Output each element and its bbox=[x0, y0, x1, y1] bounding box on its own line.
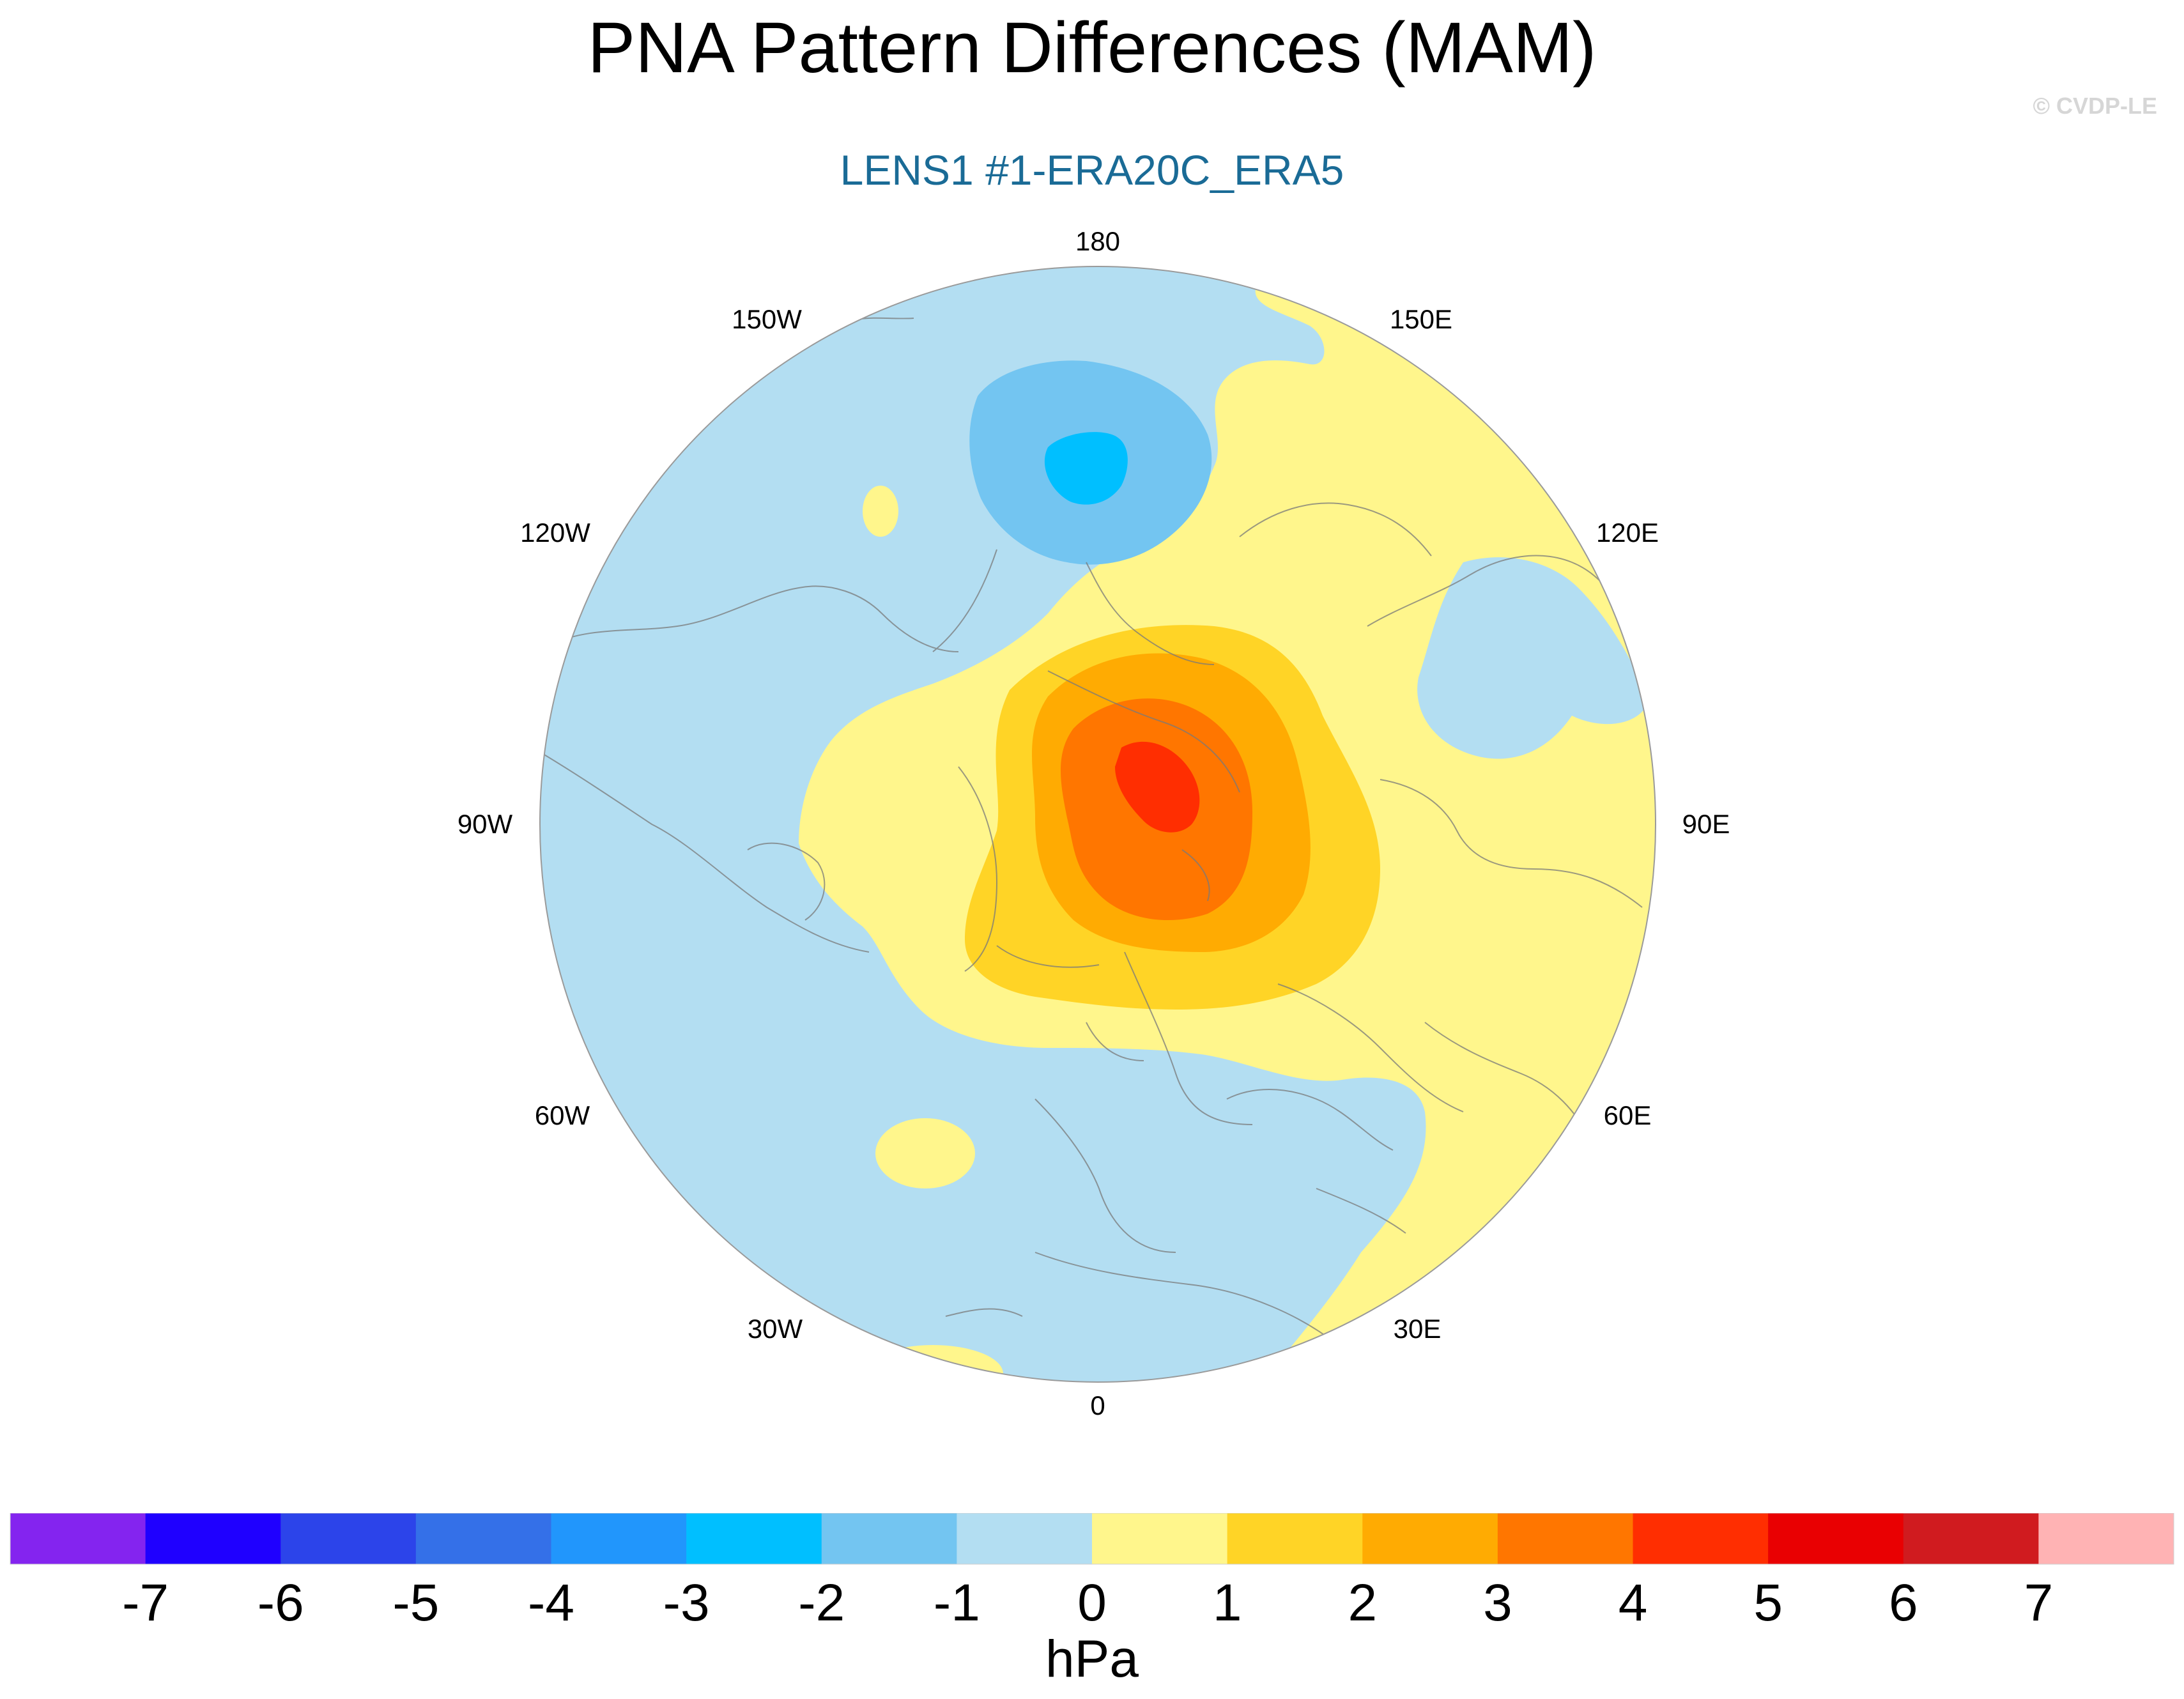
colorbar-cell bbox=[821, 1513, 957, 1564]
lon-label-30w: 30W bbox=[747, 1314, 803, 1344]
lon-label-30e: 30E bbox=[1393, 1314, 1442, 1344]
colorbar-tick-label: -7 bbox=[122, 1574, 169, 1632]
contour-neg3-neg2 bbox=[1044, 432, 1128, 505]
colorbar-cell bbox=[957, 1513, 1093, 1564]
lon-label-0: 0 bbox=[1090, 1390, 1105, 1420]
lon-label-120e: 120E bbox=[1596, 518, 1659, 548]
colorbar-cell bbox=[1497, 1513, 1633, 1564]
colorbar-cell bbox=[415, 1513, 551, 1564]
colorbar-units: hPa bbox=[1045, 1630, 1139, 1688]
contour-neg1-0-okhotsk bbox=[1417, 557, 1649, 759]
coastlines bbox=[542, 317, 1643, 1349]
map-boundary bbox=[539, 266, 1656, 1383]
colorbar-tick-label: 0 bbox=[1077, 1574, 1107, 1632]
map-subtitle: LENS1 #1-ERA20C_ERA5 bbox=[840, 146, 1344, 194]
colorbar-tick-label: -4 bbox=[528, 1574, 574, 1632]
lon-label-150w: 150W bbox=[732, 304, 802, 334]
lon-label-120w: 120W bbox=[520, 518, 590, 548]
colorbar bbox=[10, 1513, 2174, 1565]
lon-label-150e: 150E bbox=[1389, 304, 1453, 334]
lon-label-90e: 90E bbox=[1682, 809, 1730, 839]
colorbar-tick-label: 6 bbox=[1888, 1574, 1918, 1632]
colorbar-cell bbox=[10, 1513, 146, 1564]
colorbar-cell bbox=[1227, 1513, 1363, 1564]
colorbar-tick-label: -2 bbox=[798, 1574, 845, 1632]
colorbar-cell bbox=[1092, 1513, 1228, 1564]
colorbar-tick-label: -6 bbox=[257, 1574, 304, 1632]
colorbar-cell bbox=[551, 1513, 687, 1564]
colorbar-tick-label: 3 bbox=[1483, 1574, 1512, 1632]
credit-label: © CVDP-LE bbox=[2033, 93, 2157, 119]
colorbar-cell bbox=[686, 1513, 822, 1564]
colorbar-tick-label: -1 bbox=[933, 1574, 980, 1632]
colorbar-tick-label: 4 bbox=[1618, 1574, 1648, 1632]
colorbar-outline bbox=[10, 1513, 2174, 1565]
colorbar-cell bbox=[1768, 1513, 1904, 1564]
colorbar-tick-label: 1 bbox=[1212, 1574, 1242, 1632]
colorbar-cell bbox=[1903, 1513, 2039, 1564]
colorbar-tick-label: 5 bbox=[1753, 1574, 1783, 1632]
contour-0-1-pacific bbox=[863, 486, 898, 537]
colorbar-tick-label: -3 bbox=[663, 1574, 710, 1632]
contour-0-1-africa bbox=[863, 1345, 1003, 1382]
lon-label-60e: 60E bbox=[1603, 1100, 1652, 1130]
contour-0-1-atlantic bbox=[875, 1118, 975, 1188]
colorbar-cell bbox=[145, 1513, 281, 1564]
colorbar-tick-label: -5 bbox=[392, 1574, 440, 1632]
lon-label-90w: 90W bbox=[457, 809, 513, 839]
colorbar-cell bbox=[1633, 1513, 1769, 1564]
colorbar-cell bbox=[2038, 1513, 2174, 1564]
colorbar-cell bbox=[1362, 1513, 1498, 1564]
lon-label-60w: 60W bbox=[534, 1100, 590, 1130]
colorbar-tick-label: 2 bbox=[1348, 1574, 1378, 1632]
colorbar-tick-label: 7 bbox=[2024, 1574, 2054, 1632]
colorbar-cell bbox=[281, 1513, 417, 1564]
page-title: PNA Pattern Differences (MAM) bbox=[587, 8, 1597, 88]
contour-4-5-max bbox=[1115, 741, 1200, 833]
lon-label-180: 180 bbox=[1075, 226, 1121, 256]
